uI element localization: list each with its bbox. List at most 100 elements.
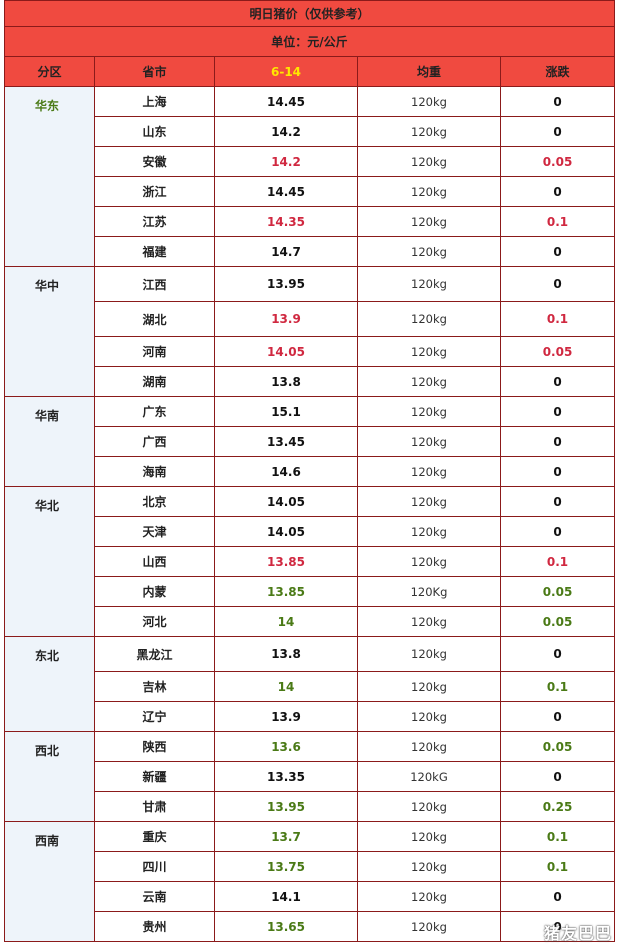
table-row: 贵州 13.65 120kg 0 <box>5 911 615 942</box>
table-row: 辽宁 13.9 120kg 0 <box>5 701 615 732</box>
weight-cell: 120kg <box>357 486 501 517</box>
weight-cell: 120kg <box>357 266 501 302</box>
change-cell: 0 <box>500 486 615 517</box>
change-cell: 0.25 <box>500 791 615 822</box>
price-cell: 13.9 <box>214 701 358 732</box>
price-cell: 14.2 <box>214 146 358 177</box>
province-cell: 安徽 <box>94 146 215 177</box>
province-cell: 湖南 <box>94 366 215 397</box>
price-table-container: 明日猪价（仅供参考） 单位：元/公斤 分区 省市 6-14 均重 涨跌 华东 上海… <box>4 0 615 942</box>
province-cell: 山东 <box>94 116 215 147</box>
weight-cell: 120kg <box>357 701 501 732</box>
change-cell: 0.1 <box>500 671 615 702</box>
weight-cell: 120kg <box>357 821 501 852</box>
weight-cell: 120kg <box>357 606 501 637</box>
table-row: 海南 14.6 120kg 0 <box>5 456 615 487</box>
table-row: 华南 广东 15.1 120kg 0 <box>4 396 615 487</box>
weight-cell: 120kg <box>357 301 501 337</box>
table-row: 广西 13.45 120kg 0 <box>5 426 615 457</box>
price-cell: 13.75 <box>214 851 358 882</box>
region-cell: 华中 <box>4 266 95 397</box>
table-row: 内蒙 13.85 120Kg 0.05 <box>5 576 615 607</box>
table-row: 东北 黑龙江 13.8 120kg 0 <box>4 636 615 732</box>
region-cell: 西南 <box>4 821 95 942</box>
change-cell: 0 <box>500 176 615 207</box>
change-cell: 0 <box>500 396 615 427</box>
region-cell: 东北 <box>4 636 95 732</box>
change-cell: 0.1 <box>500 546 615 577</box>
price-cell: 14.7 <box>214 236 358 267</box>
table-row: 天津 14.05 120kg 0 <box>5 516 615 547</box>
province-cell: 海南 <box>94 456 215 487</box>
unit-row: 单位：元/公斤 <box>4 26 615 57</box>
weight-cell: 120kg <box>357 791 501 822</box>
price-cell: 13.8 <box>214 366 358 397</box>
region-cell: 华北 <box>4 486 95 637</box>
weight-cell: 120kg <box>357 731 501 762</box>
province-cell: 河北 <box>94 606 215 637</box>
change-cell: 0.05 <box>500 731 615 762</box>
province-cell: 甘肃 <box>94 791 215 822</box>
change-cell: 0 <box>500 911 615 942</box>
pig-price-table: 明日猪价（仅供参考） 单位：元/公斤 分区 省市 6-14 均重 涨跌 华东 上海… <box>4 0 615 942</box>
price-cell: 13.35 <box>214 761 358 792</box>
province-cell: 陕西 <box>94 731 215 762</box>
province-cell: 湖北 <box>94 301 215 337</box>
weight-cell: 120kg <box>357 396 501 427</box>
province-cell: 云南 <box>94 881 215 912</box>
province-cell: 吉林 <box>94 671 215 702</box>
header-date: 6-14 <box>214 56 358 87</box>
header-change: 涨跌 <box>500 56 615 87</box>
price-cell: 14.05 <box>214 516 358 547</box>
province-cell: 贵州 <box>94 911 215 942</box>
price-cell: 13.6 <box>214 731 358 762</box>
header-province: 省市 <box>94 56 215 87</box>
change-cell: 0.1 <box>500 301 615 337</box>
table-row: 甘肃 13.95 120kg 0.25 <box>5 791 615 822</box>
weight-cell: 120kg <box>357 336 501 367</box>
province-cell: 上海 <box>94 86 215 117</box>
price-cell: 13.7 <box>214 821 358 852</box>
change-cell: 0 <box>500 236 615 267</box>
region-cell: 华南 <box>4 396 95 487</box>
weight-cell: 120kg <box>357 851 501 882</box>
weight-cell: 120kg <box>357 636 501 672</box>
table-row: 西南 重庆 13.7 120kg 0.1 <box>4 821 615 942</box>
price-cell: 14.1 <box>214 881 358 912</box>
table-row: 安徽 14.2 120kg 0.05 <box>5 146 615 177</box>
weight-cell: 120kg <box>357 236 501 267</box>
watermark-logo: 猪友巴巴 <box>543 924 612 943</box>
table-row: 吉林 14 120kg 0.1 <box>5 671 615 702</box>
weight-cell: 120kg <box>357 176 501 207</box>
province-cell: 山西 <box>94 546 215 577</box>
province-cell: 重庆 <box>94 821 215 852</box>
price-cell: 13.8 <box>214 636 358 672</box>
weight-cell: 120kg <box>357 366 501 397</box>
change-cell: 0 <box>500 456 615 487</box>
weight-cell: 120kg <box>357 671 501 702</box>
table-row: 华北 北京 14.05 120kg 0 <box>4 486 615 637</box>
weight-cell: 120Kg <box>357 576 501 607</box>
province-cell: 江苏 <box>94 206 215 237</box>
change-cell: 0.1 <box>500 821 615 852</box>
table-row: 山西 13.85 120kg 0.1 <box>5 546 615 577</box>
change-cell: 0 <box>500 86 615 117</box>
table-row: 江苏 14.35 120kg 0.1 <box>5 206 615 237</box>
weight-cell: 120kg <box>357 881 501 912</box>
price-cell: 13.95 <box>214 266 358 302</box>
table-row: 湖北 13.9 120kg 0.1 <box>5 301 615 337</box>
price-cell: 14.45 <box>214 86 358 117</box>
change-cell: 0 <box>500 881 615 912</box>
price-cell: 14.6 <box>214 456 358 487</box>
change-cell: 0.05 <box>500 606 615 637</box>
table-row: 新疆 13.35 120kG 0 <box>5 761 615 792</box>
change-cell: 0 <box>500 516 615 547</box>
weight-cell: 120kg <box>357 116 501 147</box>
province-cell: 河南 <box>94 336 215 367</box>
table-row: 河北 14 120kg 0.05 <box>5 606 615 637</box>
change-cell: 0.05 <box>500 336 615 367</box>
weight-cell: 120kg <box>357 206 501 237</box>
weight-cell: 120kg <box>357 456 501 487</box>
province-cell: 江西 <box>94 266 215 302</box>
price-cell: 15.1 <box>214 396 358 427</box>
